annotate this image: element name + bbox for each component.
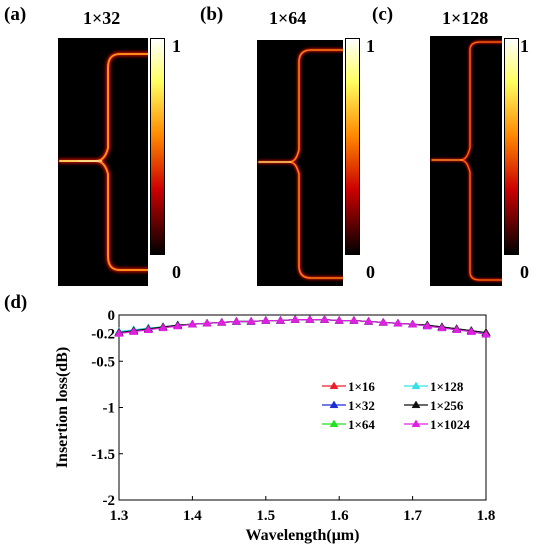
panel-a-colorbar <box>150 38 165 255</box>
y-tick-label: -1 <box>103 401 116 417</box>
data-point <box>378 317 388 326</box>
panel-a-colorbar-max: 1 <box>172 36 181 56</box>
data-point <box>143 325 153 333</box>
legend-label: 1×16 <box>348 379 375 394</box>
y-tick-label: -0.5 <box>91 354 115 370</box>
y-tick-label: -2 <box>103 493 116 509</box>
data-point <box>349 315 359 324</box>
legend-label: 1×32 <box>348 398 375 413</box>
legend-label: 1×256 <box>430 398 464 413</box>
data-point <box>187 319 198 328</box>
data-point <box>290 314 300 323</box>
legend-label: 1×128 <box>430 379 464 394</box>
y-tick-label: -1.5 <box>91 447 115 463</box>
data-point <box>319 314 330 323</box>
panel-b-colorbar-min: 0 <box>366 262 375 282</box>
legend-marker <box>329 381 339 390</box>
panel-c-letter: (c) <box>372 4 394 25</box>
panel-a-title: 1×32 <box>83 8 121 28</box>
data-point <box>363 316 374 325</box>
x-axis-label: Wavelength(μm) <box>246 527 360 544</box>
legend-marker <box>411 381 421 390</box>
data-point <box>114 328 124 337</box>
panel-c-colorbar-min: 0 <box>520 262 529 282</box>
panel-a-colorbar-min: 0 <box>172 262 181 282</box>
panel-b-field-map <box>257 40 343 286</box>
x-tick-label: 1.7 <box>403 508 422 524</box>
x-tick-label: 1.6 <box>330 508 349 524</box>
data-point <box>202 318 212 327</box>
legend-label: 1×1024 <box>430 417 470 432</box>
data-point <box>407 319 418 328</box>
panel-a-field-svg <box>58 51 148 273</box>
panel-c-field-svg <box>430 40 502 282</box>
data-point <box>481 329 491 338</box>
x-tick-label: 1.4 <box>183 508 202 524</box>
x-tick-label: 1.8 <box>477 508 496 524</box>
data-point <box>334 315 344 324</box>
panel-b-field-svg <box>257 48 343 280</box>
panel-b-colorbar <box>345 38 360 255</box>
y-tick-label: 0 <box>108 308 116 324</box>
panel-a-letter: (a) <box>4 4 27 25</box>
legend-marker <box>329 400 339 409</box>
panel-d-letter: (d) <box>4 292 28 313</box>
legend-marker <box>411 400 421 409</box>
panel-c-colorbar <box>504 38 519 255</box>
data-point <box>305 314 315 323</box>
panel-c-colorbar-max: 1 <box>520 36 529 56</box>
data-point <box>422 321 432 330</box>
y-tick-label: -0.2 <box>91 327 115 343</box>
data-point <box>437 323 447 332</box>
data-point <box>158 323 168 332</box>
data-point <box>452 325 462 333</box>
data-point <box>393 318 403 327</box>
panel-b-title: 1×64 <box>269 8 307 28</box>
panel-a-field-map <box>58 38 148 286</box>
legend-label: 1×64 <box>348 417 375 432</box>
panel-c-title: 1×128 <box>442 8 489 28</box>
data-point <box>217 317 227 326</box>
data-point <box>246 316 256 325</box>
data-point <box>466 326 476 335</box>
data-point <box>129 326 139 335</box>
y-axis-label: Insertion loss(dB) <box>54 347 71 468</box>
series-line-6 <box>118 319 487 336</box>
data-point <box>275 315 286 324</box>
data-point <box>261 315 271 324</box>
panel-c-field-map <box>430 36 502 286</box>
panel-b-colorbar-max: 1 <box>366 36 375 56</box>
data-point <box>231 316 242 325</box>
panel-b-letter: (b) <box>200 4 224 25</box>
legend-marker <box>411 419 421 428</box>
x-tick-label: 1.3 <box>110 508 129 524</box>
legend-marker <box>329 419 339 428</box>
x-tick-label: 1.5 <box>256 508 275 524</box>
data-point <box>173 321 183 330</box>
